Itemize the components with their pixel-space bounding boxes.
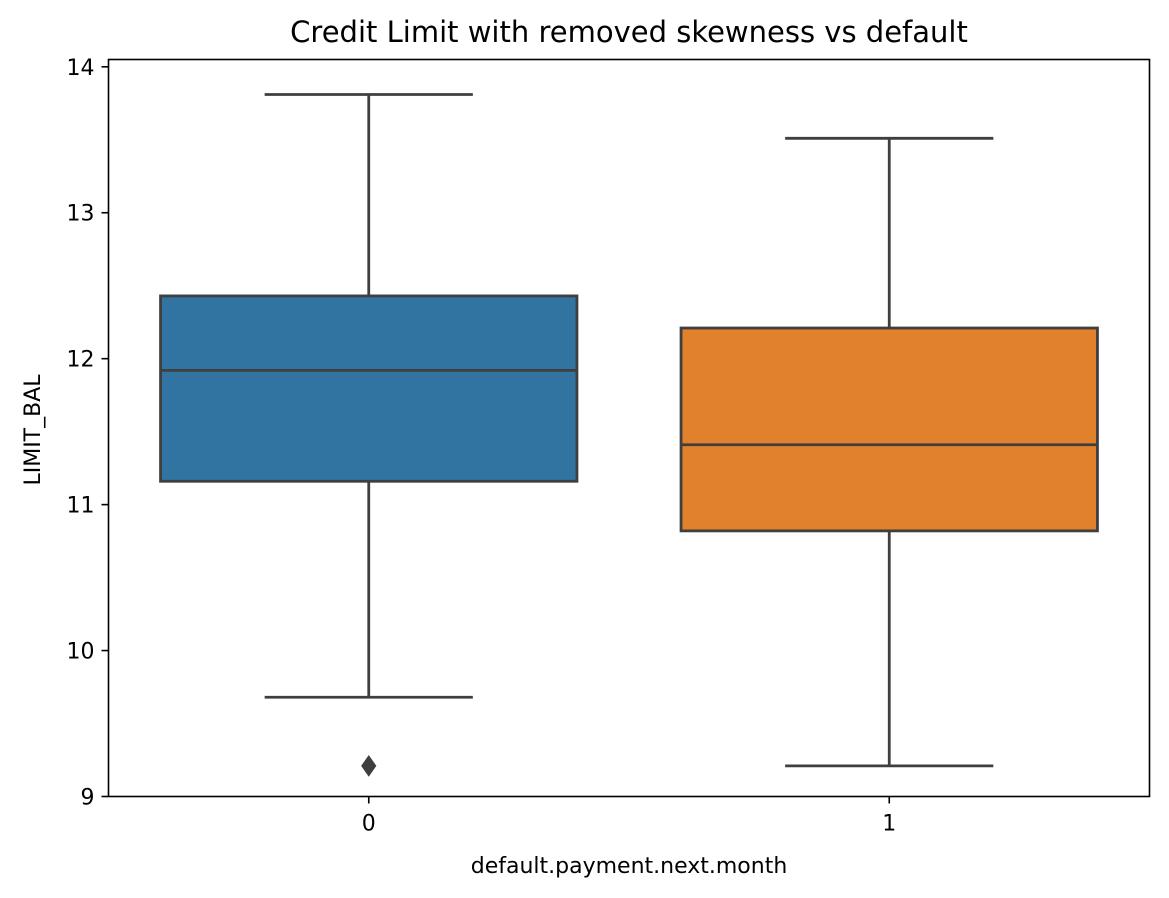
y-tick-label: 11 bbox=[67, 494, 95, 519]
plot-frame bbox=[107, 58, 1151, 798]
chart-title: Credit Limit with removed skewness vs de… bbox=[290, 15, 968, 49]
y-tick-label: 9 bbox=[81, 786, 95, 811]
y-tick-label: 14 bbox=[67, 56, 95, 81]
box-iqr bbox=[159, 294, 579, 483]
outlier-point bbox=[361, 754, 377, 777]
box-iqr bbox=[679, 326, 1099, 533]
y-axis-label: LIMIT_BAL bbox=[21, 374, 46, 486]
y-tick-label: 12 bbox=[67, 348, 95, 373]
boxes-layer bbox=[159, 93, 1099, 777]
x-axis-label: default.payment.next.month bbox=[471, 854, 788, 879]
x-tick-label: 1 bbox=[882, 812, 896, 837]
y-axis: 9 10 11 12 13 14 bbox=[67, 56, 109, 811]
y-tick-label: 10 bbox=[67, 640, 95, 665]
x-tick-label: 0 bbox=[362, 812, 376, 837]
box-group-0 bbox=[159, 93, 579, 777]
box-group-1 bbox=[679, 136, 1099, 768]
y-tick-label: 13 bbox=[67, 202, 95, 227]
